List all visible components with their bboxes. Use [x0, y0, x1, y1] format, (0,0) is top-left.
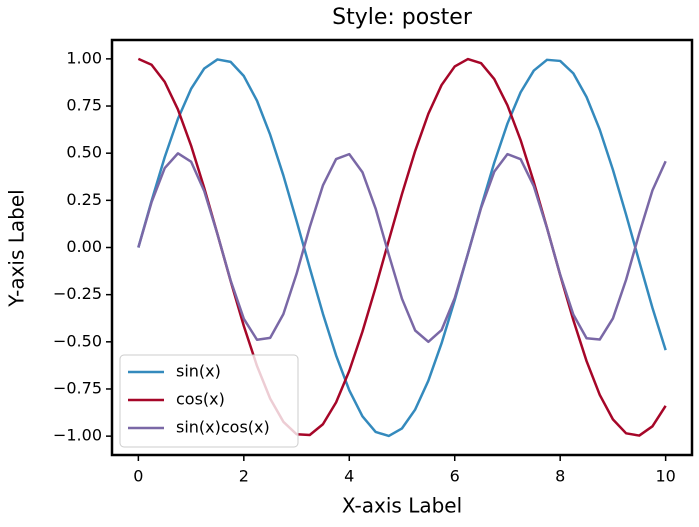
y-tick-label: 0.75: [66, 96, 102, 115]
x-axis-label: X-axis Label: [342, 494, 462, 518]
y-axis-label: Y-axis Label: [5, 189, 29, 307]
legend-label: sin(x): [176, 362, 221, 381]
legend: sin(x)cos(x)sin(x)cos(x): [119, 354, 299, 448]
x-tick-label: 0: [133, 467, 143, 486]
y-tick-label: −0.25: [53, 284, 102, 303]
legend-box: [119, 354, 299, 448]
y-tick-label: −0.50: [53, 331, 102, 350]
y-tick-label: 1.00: [66, 48, 102, 67]
y-tick-label: −1.00: [53, 426, 102, 445]
x-tick-label: 8: [555, 467, 565, 486]
x-tick-label: 4: [344, 467, 354, 486]
y-tick-label: −0.75: [53, 378, 102, 397]
series-line: [137, 58, 667, 438]
legend-label: cos(x): [176, 390, 225, 409]
y-tick-label: 0.50: [66, 143, 102, 162]
y-tick-label: 0.00: [66, 237, 102, 256]
y-tick-label: 0.25: [66, 190, 102, 209]
x-tick-label: 6: [450, 467, 460, 486]
legend-label: sin(x)cos(x): [176, 418, 270, 437]
chart-title: Style: poster: [332, 5, 473, 30]
x-tick-label: 10: [655, 467, 675, 486]
plot-frame: [110, 38, 694, 457]
x-tick-label: 2: [239, 467, 249, 486]
series-line: [137, 152, 667, 344]
